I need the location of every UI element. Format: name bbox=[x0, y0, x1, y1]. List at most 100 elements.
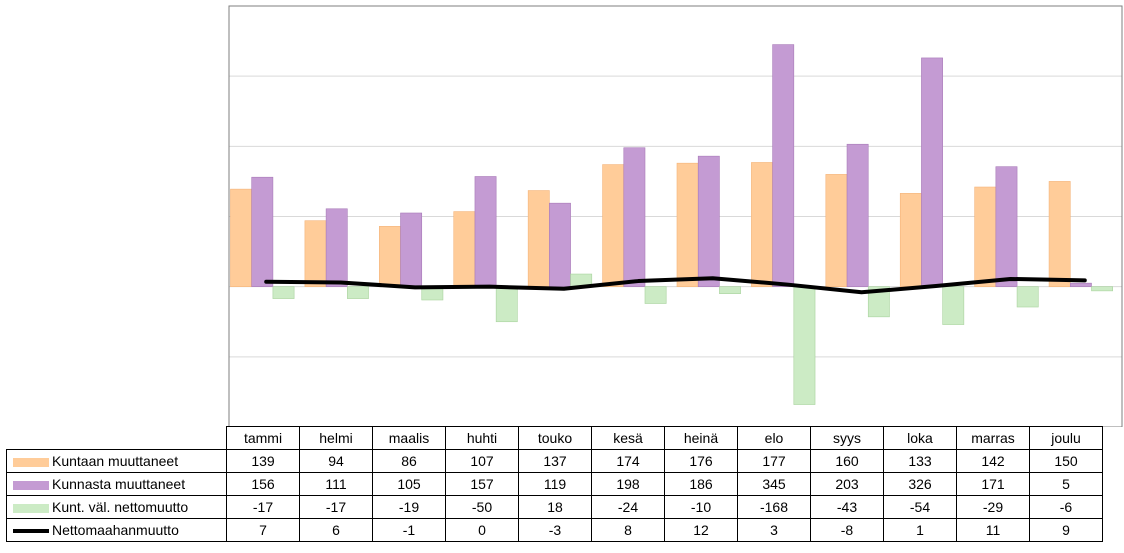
month-label: tammi bbox=[226, 426, 300, 450]
legend-entry: Nettomaahanmuutto bbox=[6, 518, 227, 542]
month-label: heinä bbox=[664, 426, 738, 450]
bar-kuntaan-muuttaneet bbox=[304, 220, 327, 287]
data-label: 186 bbox=[664, 472, 738, 496]
data-label: 171 bbox=[956, 472, 1030, 496]
data-label: 142 bbox=[956, 449, 1030, 473]
bar-kunnasta-muuttaneet bbox=[325, 208, 348, 287]
bar-kuntaan-muuttaneet bbox=[453, 211, 476, 287]
data-label: 160 bbox=[810, 449, 884, 473]
data-label: -17 bbox=[299, 495, 373, 519]
bar-kunnasta-muuttaneet bbox=[921, 57, 943, 287]
data-label: -29 bbox=[956, 495, 1030, 519]
bar-kuntaan-muuttaneet bbox=[751, 162, 773, 287]
bars bbox=[230, 44, 1113, 405]
data-label: -54 bbox=[883, 495, 957, 519]
bar-kunnasta-muuttaneet bbox=[400, 212, 423, 287]
table-row: Kunt. väl. nettomuutto -17 -17 -19 -50 18 -24-… bbox=[6, 495, 1103, 519]
table-header-row: tammi helmi maalis huhti touko kesä heinä elo sy… bbox=[7, 426, 1103, 450]
legend-swatch bbox=[13, 457, 49, 467]
bar-kunnasta-muuttaneet bbox=[623, 147, 646, 287]
data-table: tammi helmi maalis huhti touko kesä heinä elo sy… bbox=[6, 426, 1103, 542]
series-name: Kunt. väl. nettomuutto bbox=[52, 499, 189, 515]
bar-kunnasta-muuttaneet bbox=[1069, 282, 1092, 287]
table-row: Kunnasta muuttaneet 156 111 105 157 119 198 186… bbox=[6, 472, 1103, 496]
data-label: -17 bbox=[226, 495, 300, 519]
data-label: 18 bbox=[518, 495, 592, 519]
month-label: syys bbox=[810, 426, 884, 450]
net-immigration-line bbox=[264, 276, 1087, 295]
data-label: 203 bbox=[810, 472, 884, 496]
bar-kunt-val-nettomuutto bbox=[272, 286, 295, 299]
bar-kunt-val-nettomuutto bbox=[867, 286, 890, 318]
data-label: 177 bbox=[737, 449, 811, 473]
bar-kunt-val-nettomuutto bbox=[793, 286, 816, 405]
bar-kunnasta-muuttaneet bbox=[474, 176, 497, 287]
month-label: joulu bbox=[1029, 426, 1103, 450]
bar-kunt-val-nettomuutto bbox=[942, 286, 965, 325]
chart bbox=[228, 5, 1123, 427]
nettomaahanmuutto-line bbox=[264, 276, 1087, 295]
data-label: 111 bbox=[299, 472, 373, 496]
month-label: helmi bbox=[299, 426, 373, 450]
data-label: 137 bbox=[518, 449, 592, 473]
data-label: 11 bbox=[956, 518, 1030, 542]
bar-kunnasta-muuttaneet bbox=[995, 166, 1018, 287]
data-label: 107 bbox=[445, 449, 519, 473]
data-label: 0 bbox=[445, 518, 519, 542]
bar-kuntaan-muuttaneet bbox=[527, 190, 550, 287]
bar-kunt-val-nettomuutto bbox=[1016, 286, 1039, 308]
data-label: 119 bbox=[518, 472, 592, 496]
data-label: -8 bbox=[810, 518, 884, 542]
data-label: 9 bbox=[1029, 518, 1103, 542]
data-label: 156 bbox=[226, 472, 300, 496]
bar-kunnasta-muuttaneet bbox=[549, 202, 571, 287]
series-name: Nettomaahanmuutto bbox=[52, 522, 179, 538]
bar-kunt-val-nettomuutto bbox=[1091, 286, 1113, 292]
bar-kuntaan-muuttaneet bbox=[230, 188, 252, 287]
bar-kunnasta-muuttaneet bbox=[772, 44, 795, 287]
data-label: 139 bbox=[226, 449, 300, 473]
month-label: loka bbox=[883, 426, 957, 450]
bar-kuntaan-muuttaneet bbox=[379, 226, 401, 287]
data-label: 5 bbox=[1029, 472, 1103, 496]
plot-frame bbox=[228, 5, 1123, 427]
month-label: touko bbox=[518, 426, 592, 450]
legend-entry: Kunt. väl. nettomuutto bbox=[6, 495, 227, 519]
data-label: -24 bbox=[591, 495, 665, 519]
bar-kunt-val-nettomuutto bbox=[644, 286, 667, 304]
bar-kuntaan-muuttaneet bbox=[899, 193, 922, 287]
month-label: huhti bbox=[445, 426, 519, 450]
data-label: 150 bbox=[1029, 449, 1103, 473]
month-label: marras bbox=[956, 426, 1030, 450]
month-label: maalis bbox=[372, 426, 446, 450]
bar-kuntaan-muuttaneet bbox=[825, 174, 848, 287]
bar-kunt-val-nettomuutto bbox=[347, 286, 369, 299]
data-label: 105 bbox=[372, 472, 446, 496]
bar-kuntaan-muuttaneet bbox=[602, 164, 625, 287]
data-label: 326 bbox=[883, 472, 957, 496]
bar-kunnasta-muuttaneet bbox=[251, 176, 274, 287]
series-name: Kunnasta muuttaneet bbox=[52, 476, 186, 492]
data-label: -43 bbox=[810, 495, 884, 519]
legend-entry: Kunnasta muuttaneet bbox=[6, 472, 227, 496]
data-label: 133 bbox=[883, 449, 957, 473]
legend-swatch bbox=[13, 480, 49, 490]
data-label: 1 bbox=[883, 518, 957, 542]
legend-swatch bbox=[13, 529, 49, 534]
data-label: -3 bbox=[518, 518, 592, 542]
data-label: 198 bbox=[591, 472, 665, 496]
legend-entry: Kuntaan muuttaneet bbox=[6, 449, 227, 473]
data-label: -6 bbox=[1029, 495, 1103, 519]
bar-kuntaan-muuttaneet bbox=[1048, 181, 1071, 287]
month-label: kesä bbox=[591, 426, 665, 450]
data-label: 12 bbox=[664, 518, 738, 542]
data-label: 3 bbox=[737, 518, 811, 542]
data-label: 174 bbox=[591, 449, 665, 473]
data-label: -50 bbox=[445, 495, 519, 519]
data-label: 345 bbox=[737, 472, 811, 496]
bar-kunnasta-muuttaneet bbox=[846, 143, 869, 287]
bar-kuntaan-muuttaneet bbox=[676, 162, 699, 287]
series-name: Kuntaan muuttaneet bbox=[52, 453, 179, 469]
bar-kunt-val-nettomuutto bbox=[495, 286, 518, 323]
data-label: 176 bbox=[664, 449, 738, 473]
